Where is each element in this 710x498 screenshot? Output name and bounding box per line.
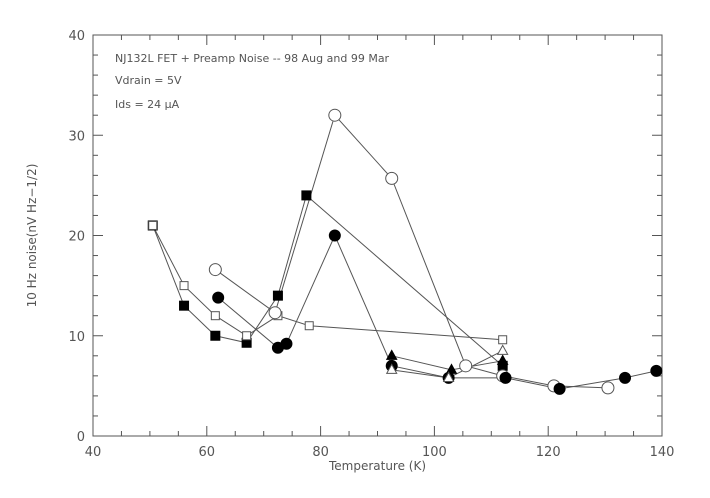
filled-triangle-marker bbox=[445, 363, 458, 374]
x-tick-label: 140 bbox=[650, 445, 675, 460]
filled-circle-marker bbox=[619, 371, 632, 384]
chart-annotation-vdrain: Vdrain = 5V bbox=[115, 74, 182, 87]
open-circle-marker bbox=[268, 306, 282, 320]
series-line bbox=[215, 114, 608, 389]
open-square-marker bbox=[242, 331, 252, 341]
x-tick-label: 80 bbox=[312, 445, 329, 460]
open-circle-marker bbox=[601, 381, 615, 395]
series-line bbox=[152, 225, 503, 341]
series-markers-filled-square bbox=[147, 190, 508, 371]
filled-square-marker bbox=[179, 300, 190, 311]
x-tick-label: 40 bbox=[85, 445, 102, 460]
filled-circle-marker bbox=[212, 291, 225, 304]
chart-annotation-title: NJ132L FET + Preamp Noise -- 98 Aug and … bbox=[115, 52, 390, 65]
series-line bbox=[391, 355, 503, 371]
y-tick-label: 40 bbox=[68, 29, 85, 44]
series-markers-open-square bbox=[148, 220, 508, 345]
open-square-marker bbox=[148, 220, 158, 230]
series-line bbox=[217, 234, 657, 390]
plot-border bbox=[92, 34, 663, 437]
filled-square-marker bbox=[210, 330, 221, 341]
annotations: NJ132L FET + Preamp Noise -- 98 Aug and … bbox=[115, 52, 390, 111]
axis-ticks bbox=[92, 34, 663, 437]
filled-circle-marker bbox=[553, 382, 566, 395]
plot-frame bbox=[92, 34, 663, 437]
series-open-square bbox=[152, 225, 503, 341]
series-filled-square bbox=[152, 194, 504, 367]
open-triangle-marker bbox=[442, 371, 455, 382]
filled-circle-marker bbox=[499, 371, 512, 384]
filled-triangle-marker bbox=[385, 349, 398, 360]
series-markers-open-triangle bbox=[385, 344, 509, 382]
y-tick-label: 10 bbox=[68, 330, 85, 345]
x-tick-label: 100 bbox=[422, 445, 447, 460]
y-tick-label: 30 bbox=[68, 129, 85, 144]
open-square-marker bbox=[179, 281, 189, 291]
series-filled-circle bbox=[217, 234, 657, 390]
filled-circle-marker bbox=[328, 229, 341, 242]
open-square-marker bbox=[210, 311, 220, 321]
open-square-marker bbox=[498, 335, 508, 345]
filled-circle-marker bbox=[280, 337, 293, 350]
filled-square-marker bbox=[301, 190, 312, 201]
open-circle-marker bbox=[328, 108, 342, 122]
series-markers-open-circle bbox=[208, 108, 615, 395]
series-open-circle bbox=[215, 114, 608, 389]
open-circle-marker bbox=[385, 171, 399, 185]
open-circle-marker bbox=[459, 359, 473, 373]
tick-labels: 40 60 80 100 120 140 0 10 20 30 40 bbox=[68, 29, 674, 460]
open-triangle-marker bbox=[385, 363, 398, 374]
open-circle-marker bbox=[208, 263, 222, 277]
series-line bbox=[152, 194, 504, 367]
x-tick-label: 60 bbox=[199, 445, 216, 460]
series-filled-triangle bbox=[391, 355, 503, 371]
x-axis-label: Temperature (K) bbox=[328, 459, 426, 473]
chart-annotation-ids: Ids = 24 μA bbox=[115, 98, 180, 111]
filled-triangle-marker bbox=[496, 354, 509, 365]
series-markers-filled-triangle bbox=[385, 349, 509, 374]
filled-square-marker bbox=[272, 290, 283, 301]
y-tick-label: 20 bbox=[68, 230, 85, 245]
y-axis-label: 10 Hz noise(nV Hz−1/2) bbox=[25, 164, 39, 308]
open-triangle-marker bbox=[496, 344, 509, 355]
y-tick-label: 0 bbox=[77, 430, 85, 445]
x-tick-label: 120 bbox=[536, 445, 561, 460]
filled-circle-marker bbox=[650, 364, 663, 377]
open-square-marker bbox=[304, 321, 314, 331]
data-series bbox=[147, 108, 663, 395]
